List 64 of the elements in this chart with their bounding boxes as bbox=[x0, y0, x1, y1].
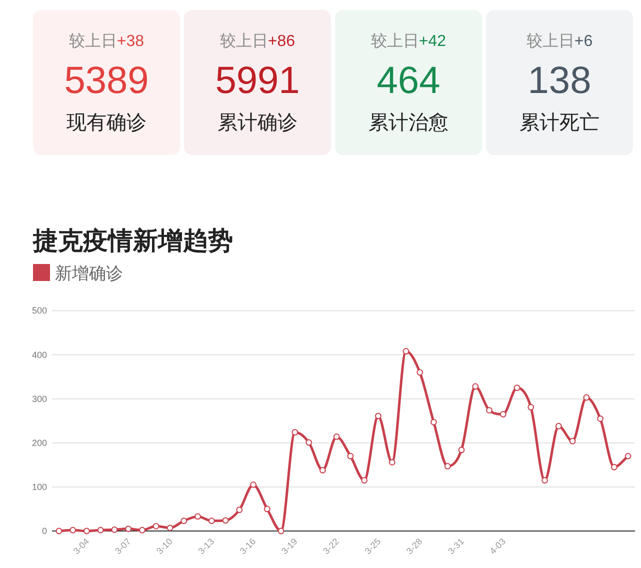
point bbox=[444, 463, 451, 470]
point bbox=[388, 459, 396, 466]
text: 较上日+6 bbox=[526, 32, 593, 50]
text: 较上日+86 bbox=[220, 32, 296, 50]
point bbox=[319, 466, 326, 474]
point bbox=[528, 404, 534, 410]
data-label: 138 bbox=[528, 60, 592, 102]
point bbox=[624, 452, 632, 460]
point bbox=[569, 438, 576, 444]
point bbox=[84, 528, 90, 534]
point bbox=[347, 452, 354, 460]
text: 较上日+38 bbox=[68, 32, 144, 50]
point bbox=[236, 506, 243, 514]
point bbox=[166, 524, 174, 532]
data-label: 5389 bbox=[64, 60, 149, 102]
point bbox=[278, 528, 284, 534]
point bbox=[583, 394, 590, 401]
legend-label: 新增确诊 bbox=[55, 264, 123, 283]
y-tick-label: 200 bbox=[32, 438, 47, 448]
point bbox=[597, 415, 604, 422]
point bbox=[361, 477, 368, 484]
point bbox=[56, 528, 62, 534]
point bbox=[222, 517, 229, 524]
point bbox=[139, 526, 146, 534]
data-label: 5991 bbox=[215, 60, 300, 102]
point bbox=[458, 446, 465, 454]
category-label: 现有确诊 bbox=[66, 112, 146, 134]
point bbox=[333, 434, 340, 440]
category-label: 累计治愈 bbox=[368, 112, 448, 134]
category-label: 累计确诊 bbox=[218, 112, 298, 134]
point bbox=[542, 477, 548, 484]
y-tick-label: 100 bbox=[32, 482, 47, 492]
x-tick-label: 3-31 bbox=[446, 536, 466, 556]
point bbox=[292, 429, 298, 436]
point bbox=[264, 506, 270, 512]
point bbox=[610, 464, 618, 470]
point bbox=[250, 482, 256, 488]
point bbox=[402, 348, 410, 354]
data-label: 464 bbox=[376, 60, 440, 102]
point bbox=[306, 439, 312, 446]
y-tick-label: 500 bbox=[32, 306, 47, 316]
point bbox=[125, 526, 132, 532]
y-tick-label: 300 bbox=[32, 394, 47, 404]
x-tick-label: 4-03 bbox=[488, 536, 508, 556]
category-label: 累计死亡 bbox=[520, 112, 600, 134]
point bbox=[194, 513, 201, 520]
y-tick-label: 400 bbox=[32, 350, 47, 360]
point bbox=[180, 518, 188, 524]
point bbox=[472, 383, 479, 390]
point bbox=[514, 384, 520, 392]
point bbox=[486, 407, 492, 414]
point bbox=[70, 526, 76, 534]
point bbox=[555, 422, 562, 430]
point bbox=[97, 526, 104, 534]
point bbox=[430, 418, 437, 426]
text: 较上日+42 bbox=[370, 32, 446, 50]
point bbox=[152, 522, 160, 530]
point bbox=[208, 518, 215, 524]
chart-title: 捷克疫情新增趋势 bbox=[32, 227, 233, 255]
point bbox=[375, 412, 382, 420]
point bbox=[500, 411, 506, 418]
y-tick-label: 0 bbox=[42, 526, 47, 536]
point bbox=[111, 526, 118, 533]
point bbox=[416, 369, 424, 376]
